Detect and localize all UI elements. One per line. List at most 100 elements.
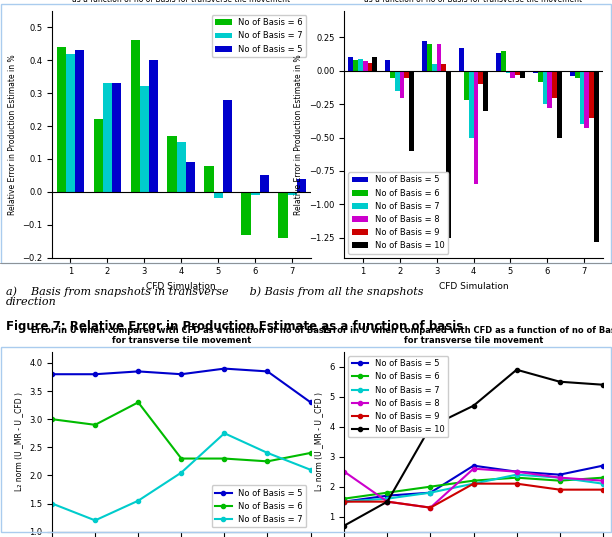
Title: Relative Error in Production Estimate when compared with CFD
as a function of no: Relative Error in Production Estimate wh… — [353, 0, 595, 4]
Line: No of Basis = 7: No of Basis = 7 — [342, 473, 605, 504]
No of Basis = 6 — [221, 455, 228, 462]
No of Basis = 7 — [340, 498, 348, 505]
No of Basis = 7 — [599, 481, 606, 487]
Line: No of Basis = 6: No of Basis = 6 — [50, 400, 313, 463]
No of Basis = 9 — [556, 487, 564, 493]
No of Basis = 5 — [599, 462, 606, 469]
No of Basis = 7 — [384, 496, 391, 502]
No of Basis = 8 — [470, 466, 477, 472]
No of Basis = 8 — [599, 477, 606, 484]
X-axis label: CFD Simulation: CFD Simulation — [439, 282, 509, 291]
Bar — [570, 71, 575, 76]
No of Basis = 5 — [513, 468, 520, 475]
No of Basis = 8 — [384, 498, 391, 505]
Bar — [186, 162, 195, 192]
Bar — [557, 71, 562, 137]
No of Basis = 5 — [135, 368, 142, 375]
Bar — [260, 176, 269, 192]
No of Basis = 5 — [307, 399, 315, 405]
No of Basis = 5 — [427, 489, 434, 496]
Y-axis label: Relative Error in Production Estimate in %: Relative Error in Production Estimate in… — [7, 54, 17, 215]
No of Basis = 7 — [221, 430, 228, 437]
No of Basis = 7 — [556, 475, 564, 481]
Bar — [223, 100, 232, 192]
No of Basis = 9 — [599, 487, 606, 493]
Bar — [469, 71, 474, 137]
No of Basis = 5 — [177, 371, 185, 378]
No of Basis = 8 — [556, 475, 564, 481]
Bar — [358, 59, 363, 71]
Text: Figure 7: Relative Error in Production Estimate as a function of basis: Figure 7: Relative Error in Production E… — [6, 320, 463, 333]
Bar — [57, 47, 66, 192]
Y-axis label: Relative Error in Production Estimate in %: Relative Error in Production Estimate in… — [294, 54, 304, 215]
Bar — [446, 71, 451, 238]
No of Basis = 6 — [177, 455, 185, 462]
Bar — [140, 86, 149, 192]
No of Basis = 6 — [556, 477, 564, 484]
Bar — [368, 63, 372, 71]
No of Basis = 10 — [470, 403, 477, 409]
Line: No of Basis = 9: No of Basis = 9 — [342, 482, 605, 510]
No of Basis = 6 — [427, 483, 434, 490]
Bar — [580, 71, 584, 124]
No of Basis = 9 — [384, 498, 391, 505]
Bar — [278, 192, 288, 238]
Bar — [441, 64, 446, 71]
No of Basis = 10 — [556, 379, 564, 385]
No of Basis = 5 — [48, 371, 56, 378]
No of Basis = 6 — [135, 399, 142, 405]
Line: No of Basis = 8: No of Basis = 8 — [342, 467, 605, 510]
No of Basis = 7 — [177, 469, 185, 476]
No of Basis = 7 — [470, 481, 477, 487]
No of Basis = 10 — [340, 523, 348, 529]
Legend: No of Basis = 6, No of Basis = 7, No of Basis = 5: No of Basis = 6, No of Basis = 7, No of … — [212, 15, 307, 57]
Bar — [372, 57, 377, 71]
Bar — [288, 192, 297, 195]
Bar — [436, 44, 441, 71]
Bar — [130, 40, 140, 192]
No of Basis = 10 — [513, 367, 520, 373]
Bar — [483, 71, 488, 111]
Bar — [533, 71, 538, 74]
Bar — [395, 71, 400, 91]
Bar — [204, 165, 214, 192]
Bar — [177, 142, 186, 192]
Bar — [506, 71, 510, 74]
Legend: No of Basis = 5, No of Basis = 6, No of Basis = 7, No of Basis = 8, No of Basis : No of Basis = 5, No of Basis = 6, No of … — [348, 172, 448, 253]
Bar — [422, 41, 427, 71]
Bar — [479, 71, 483, 84]
Line: No of Basis = 5: No of Basis = 5 — [342, 463, 605, 504]
No of Basis = 6 — [384, 489, 391, 496]
No of Basis = 10 — [427, 424, 434, 430]
No of Basis = 7 — [427, 489, 434, 496]
No of Basis = 8 — [427, 504, 434, 511]
No of Basis = 6 — [513, 475, 520, 481]
Bar — [400, 71, 405, 98]
Bar — [510, 71, 515, 77]
Bar — [353, 60, 358, 71]
Bar — [515, 71, 520, 75]
No of Basis = 7 — [264, 449, 271, 456]
Bar — [112, 83, 121, 192]
No of Basis = 9 — [470, 481, 477, 487]
Bar — [538, 71, 543, 82]
Bar — [149, 60, 159, 192]
No of Basis = 9 — [340, 498, 348, 505]
No of Basis = 6 — [470, 477, 477, 484]
Legend: No of Basis = 5, No of Basis = 6, No of Basis = 7: No of Basis = 5, No of Basis = 6, No of … — [212, 485, 307, 527]
Bar — [594, 71, 599, 242]
X-axis label: CFD Simulation: CFD Simulation — [146, 282, 216, 291]
Bar — [547, 71, 552, 108]
Legend: No of Basis = 5, No of Basis = 6, No of Basis = 7, No of Basis = 8, No of Basis : No of Basis = 5, No of Basis = 6, No of … — [348, 356, 448, 438]
Text: direction: direction — [6, 297, 57, 307]
Bar — [390, 71, 395, 77]
Bar — [66, 54, 75, 192]
Bar — [501, 51, 506, 71]
No of Basis = 7 — [91, 517, 99, 524]
No of Basis = 6 — [340, 496, 348, 502]
Bar — [214, 192, 223, 199]
No of Basis = 10 — [599, 381, 606, 388]
Bar — [474, 71, 479, 184]
Line: No of Basis = 5: No of Basis = 5 — [50, 367, 313, 404]
Bar — [584, 71, 589, 128]
